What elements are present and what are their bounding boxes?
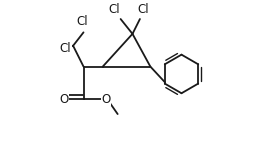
Text: O: O (60, 93, 69, 106)
Text: Cl: Cl (60, 42, 71, 55)
Text: Cl: Cl (76, 15, 88, 28)
Text: Cl: Cl (109, 3, 121, 16)
Text: O: O (101, 93, 111, 106)
Text: Cl: Cl (137, 3, 149, 16)
